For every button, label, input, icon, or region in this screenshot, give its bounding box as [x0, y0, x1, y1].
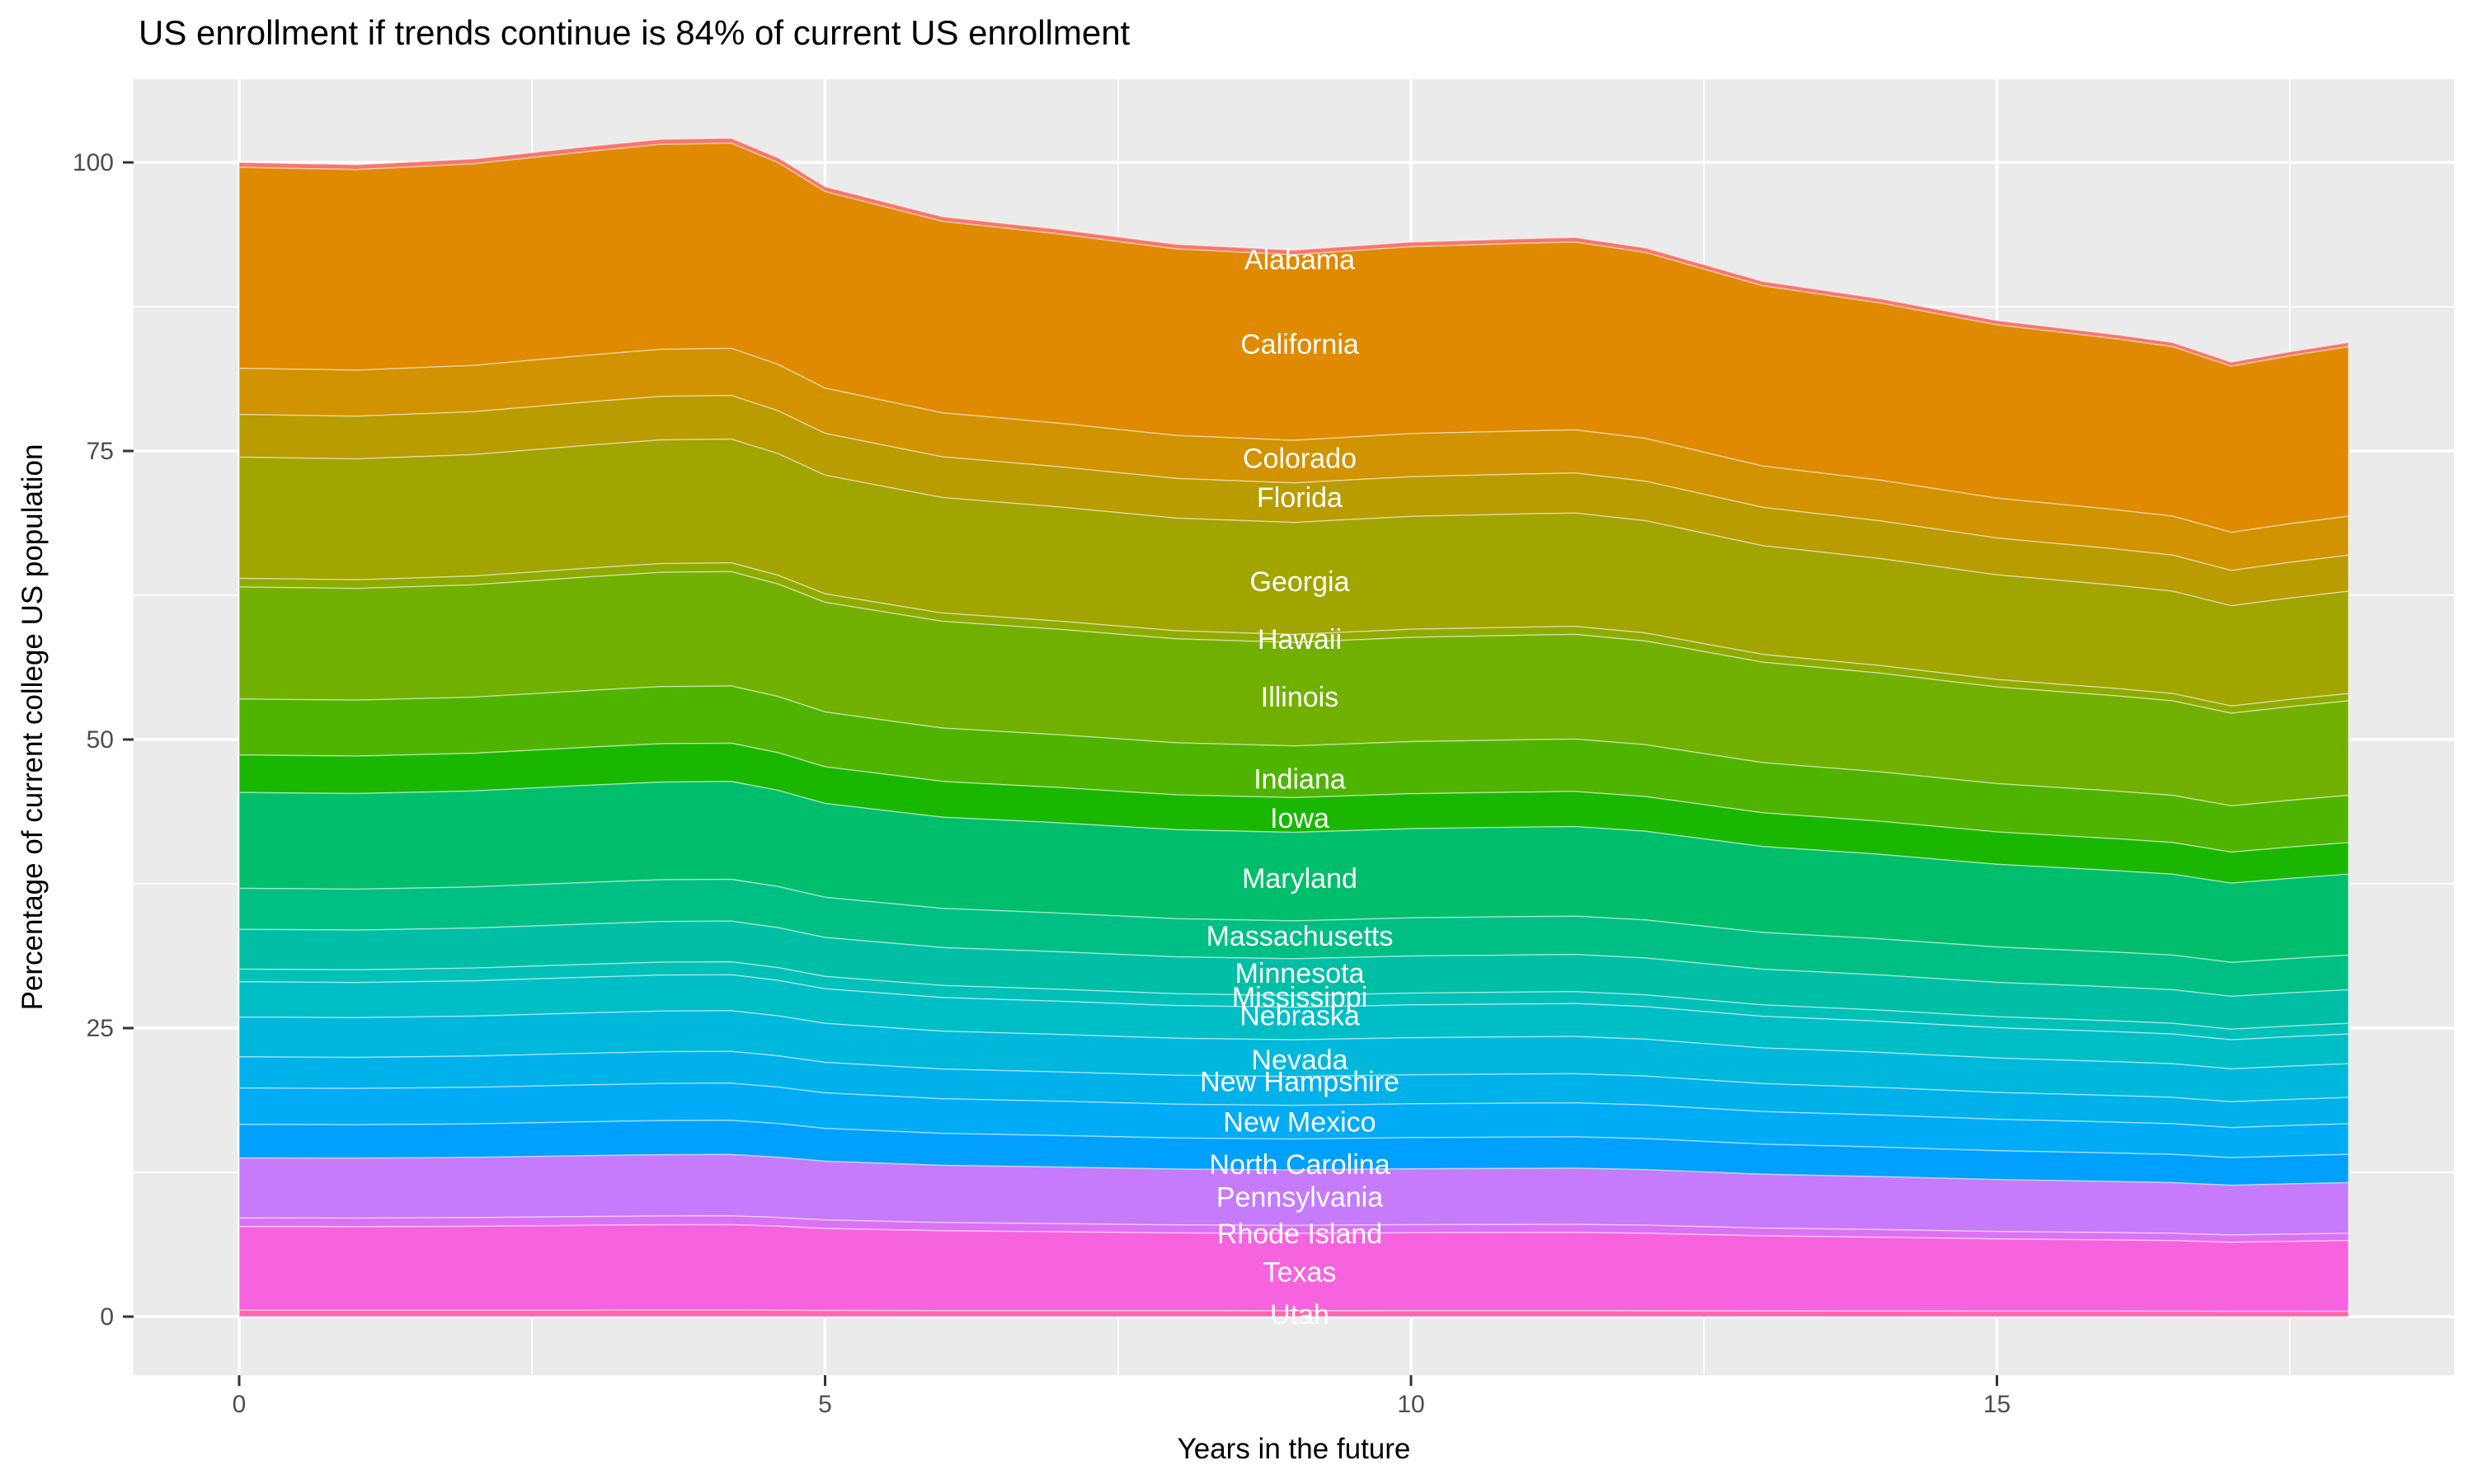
state-label-nebraska: Nebraska [1239, 1001, 1360, 1032]
chart-title: US enrollment if trends continue is 84% … [139, 13, 1131, 52]
state-label-new-hampshire: New Hampshire [1200, 1066, 1399, 1097]
y-axis-title: Percentage of current college US populat… [16, 444, 49, 1011]
state-label-massachusetts: Massachusetts [1206, 921, 1394, 952]
state-label-new-mexico: New Mexico [1223, 1106, 1376, 1138]
y-tick-label: 25 [87, 1015, 114, 1042]
x-axis-title: Years in the future [1177, 1433, 1411, 1465]
y-tick-label: 75 [87, 438, 114, 465]
state-label-iowa: Iowa [1270, 803, 1329, 834]
state-label-california: California [1240, 329, 1359, 360]
state-label-georgia: Georgia [1250, 566, 1350, 598]
state-label-pennsylvania: Pennsylvania [1216, 1181, 1383, 1213]
state-label-texas: Texas [1263, 1256, 1337, 1288]
state-label-mississippi: Mississippi [1232, 982, 1367, 1013]
state-label-florida: Florida [1257, 482, 1343, 514]
x-tick-label: 15 [1983, 1391, 2011, 1418]
state-label-indiana: Indiana [1253, 764, 1346, 796]
state-label-minnesota: Minnesota [1235, 958, 1365, 989]
state-label-illinois: Illinois [1261, 682, 1338, 713]
y-tick-label: 0 [100, 1303, 114, 1331]
state-label-nevada: Nevada [1251, 1045, 1348, 1076]
state-label-maryland: Maryland [1242, 863, 1357, 895]
area-band-utah [238, 1309, 2349, 1317]
x-tick-label: 5 [818, 1391, 832, 1418]
state-label-north-carolina: North Carolina [1209, 1149, 1390, 1181]
y-tick-label: 50 [87, 726, 114, 754]
x-tick-label: 0 [233, 1391, 247, 1418]
x-tick-label: 10 [1397, 1391, 1424, 1418]
state-label-hawaii: Hawaii [1258, 624, 1342, 655]
state-label-colorado: Colorado [1243, 443, 1357, 474]
state-label-utah: Utah [1270, 1299, 1329, 1331]
state-label-rhode-island: Rhode Island [1217, 1219, 1382, 1250]
y-tick-label: 100 [73, 149, 114, 176]
state-label-alabama: Alabama [1244, 245, 1355, 276]
